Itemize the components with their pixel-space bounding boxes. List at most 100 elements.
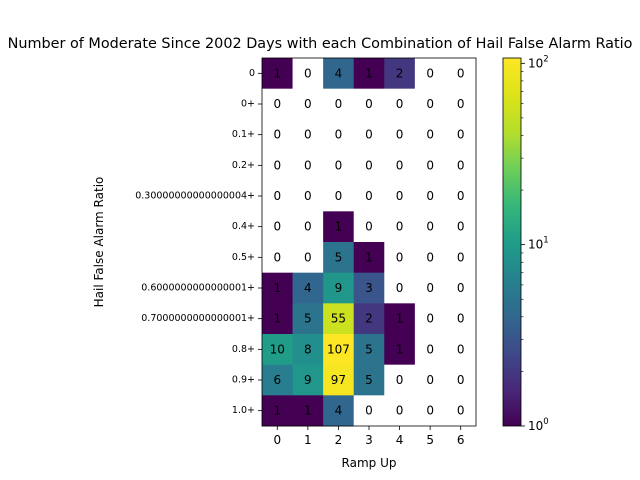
cell-value-label: 0	[396, 404, 404, 418]
cell-value-label: 0	[457, 189, 465, 203]
heatmap-cell	[262, 303, 293, 335]
cell-value-label: 1	[396, 312, 404, 326]
heatmap-cell	[445, 272, 477, 304]
heatmap-cell	[414, 272, 446, 304]
cell-value-label: 0	[304, 250, 312, 264]
heatmap-cell	[262, 180, 293, 212]
cell-value-label: 0	[396, 97, 404, 111]
cell-value-label: 0	[365, 97, 373, 111]
heatmap-cell	[414, 242, 446, 274]
heatmap-cell	[384, 150, 416, 182]
y-tick-label: 0.8+	[232, 344, 255, 355]
cell-value-label: 4	[304, 281, 312, 295]
heatmap-cell	[353, 364, 385, 396]
heatmap-cell	[384, 334, 416, 366]
cell-value-label: 5	[335, 250, 343, 264]
x-tick-label: 2	[335, 433, 343, 447]
heatmap-cell	[445, 395, 477, 427]
heatmap-cell	[414, 334, 446, 366]
heatmap-cell	[384, 211, 416, 243]
cell-value-label: 0	[396, 281, 404, 295]
heatmap-cell	[323, 58, 355, 90]
cell-value-label: 0	[365, 220, 373, 234]
cell-value-label: 107	[327, 342, 350, 356]
cell-value-label: 0	[365, 404, 373, 418]
x-tick-label: 6	[457, 433, 465, 447]
x-tick-label: 0	[273, 433, 281, 447]
cell-value-label: 0	[396, 250, 404, 264]
cell-value-label: 0	[426, 66, 434, 80]
heatmap-cell	[292, 334, 324, 366]
heatmap-cell	[414, 303, 446, 335]
heatmap-cell	[262, 395, 293, 427]
cell-value-label: 0	[365, 158, 373, 172]
heatmap-cell	[323, 150, 355, 182]
y-tick-label: 0.2+	[232, 160, 255, 171]
cell-value-label: 0	[426, 404, 434, 418]
heatmap-cell	[353, 303, 385, 335]
cell-value-label: 0	[273, 158, 281, 172]
cell-value-label: 2	[365, 312, 373, 326]
heatmap-cell	[323, 334, 355, 366]
heatmap-cell	[262, 334, 293, 366]
heatmap-cell	[353, 272, 385, 304]
heatmap-cell	[292, 119, 324, 151]
heatmap-cell	[445, 242, 477, 274]
heatmap-cell	[353, 334, 385, 366]
cell-value-label: 0	[426, 220, 434, 234]
cell-value-label: 0	[457, 66, 465, 80]
cell-value-label: 1	[273, 281, 281, 295]
cell-value-label: 0	[457, 128, 465, 142]
heatmap-cell	[262, 242, 293, 274]
cell-value-label: 0	[273, 220, 281, 234]
cell-value-label: 5	[365, 373, 373, 387]
cell-value-label: 1	[396, 342, 404, 356]
heatmap-cells	[262, 58, 477, 427]
heatmap-cell	[262, 150, 293, 182]
heatmap-cell	[353, 395, 385, 427]
heatmap-cell	[414, 180, 446, 212]
cell-value-label: 6	[273, 373, 281, 387]
heatmap-cell	[262, 119, 293, 151]
y-tick-label: 0.30000000000000004+	[135, 191, 255, 202]
cell-value-label: 0	[426, 342, 434, 356]
colorbar-tick-label: 102	[528, 54, 549, 70]
y-tick-label: 0+	[241, 99, 255, 110]
cell-value-label: 0	[304, 158, 312, 172]
heatmap-cell	[445, 364, 477, 396]
heatmap-cell-labels: 1 0 4 1 2 0 00 0 0 0 0 0 00 0 0 0 0 0 00 0 0 0 0 0 00 0 0 0 0 0 00 0 1 0 0…	[270, 66, 465, 417]
y-tick-label: 0.7000000000000001+	[141, 313, 255, 324]
heatmap-cell	[262, 272, 293, 304]
heatmap-cell	[262, 364, 293, 396]
cell-value-label: 0	[426, 97, 434, 111]
heatmap-cell	[414, 88, 446, 120]
cell-value-label: 0	[426, 158, 434, 172]
cell-value-label: 0	[426, 128, 434, 142]
y-axis-label: Hail False Alarm Ratio	[92, 177, 106, 308]
cell-value-label: 55	[331, 312, 346, 326]
heatmap-cell	[384, 180, 416, 212]
cell-value-label: 0	[335, 97, 343, 111]
cell-value-label: 0	[426, 281, 434, 295]
cell-value-label: 0	[457, 97, 465, 111]
cell-value-label: 0	[396, 220, 404, 234]
heatmap-cell	[292, 303, 324, 335]
heatmap-cell	[353, 180, 385, 212]
cell-value-label: 0	[304, 66, 312, 80]
cell-value-label: 1	[273, 404, 281, 418]
chart-title: Number of Moderate Since 2002 Days with …	[8, 36, 633, 52]
heatmap-cell	[323, 395, 355, 427]
y-tick-label: 0.4+	[232, 221, 255, 232]
heatmap-cell	[262, 88, 293, 120]
heatmap-cell	[384, 119, 416, 151]
cell-value-label: 0	[396, 189, 404, 203]
cell-value-label: 0	[457, 342, 465, 356]
heatmap-cell	[353, 242, 385, 274]
cell-value-label: 0	[365, 189, 373, 203]
heatmap-cell	[414, 395, 446, 427]
cell-value-label: 1	[304, 404, 312, 418]
cell-value-label: 9	[304, 373, 312, 387]
cell-value-label: 1	[335, 220, 343, 234]
heatmap-cell	[292, 58, 324, 90]
heatmap-cell	[292, 150, 324, 182]
